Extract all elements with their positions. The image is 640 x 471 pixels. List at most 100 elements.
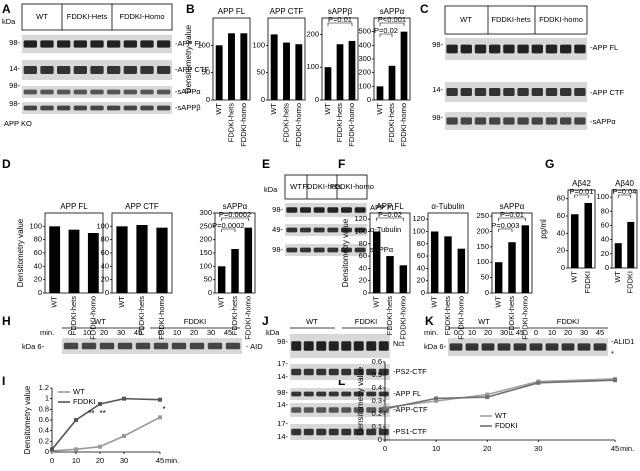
x-tick-label: WT [117,296,126,308]
label: 20 [564,328,572,337]
y-tick-label: 250 [199,221,212,230]
x-tick-label: WT [375,103,384,115]
blot-band [446,117,458,125]
annotation: P=0.02 [378,210,402,219]
label: α-Tubulin [370,225,401,234]
y-tick-label: 80 [601,206,609,215]
y-axis-label: Densitometry value [184,24,193,93]
blot-band [40,66,54,74]
blot-band [460,44,472,54]
point [536,380,541,385]
blot-band [353,391,364,397]
blot-band [57,66,71,74]
blot-band [40,105,54,111]
blot-band [328,341,339,351]
blot-band [341,428,352,436]
chart-title: APP CTF [125,202,159,211]
y-tick-label: 20 [101,275,109,284]
bar [430,231,439,293]
blot-image [445,112,587,130]
blot-band [354,227,366,233]
x-tick-label: FDDKI-homo [157,296,166,340]
blot-band [474,117,487,125]
y-tick-label: 120 [412,214,425,223]
blot-band [140,40,154,48]
label: 10 [173,328,181,337]
blot-band [316,407,327,413]
blot-band [531,44,543,54]
blot-band [449,343,463,351]
series-line [51,397,161,450]
point [383,406,387,411]
blot-band [574,44,586,54]
chart-title: sAPPβ [328,7,353,16]
blot-band [189,342,205,350]
blot-band [545,44,558,54]
panel-letter: K [425,314,434,328]
blot-band [545,88,558,96]
blot-band [489,88,501,96]
bar [244,227,253,293]
point [434,399,439,403]
label: 20 [190,328,198,337]
y-tick-label: 0 [38,288,42,297]
y-tick-label: 0 [378,435,382,444]
y-tick-label: 80 [417,239,425,248]
label: min. [424,328,438,337]
legend-label: FDDKI [495,421,518,430]
label: 45 [516,328,524,337]
y-tick-label: 100 [358,81,371,90]
bar [116,226,128,293]
significance-bracket [498,228,513,232]
x-tick-label: FDDKI-hets [507,296,516,335]
blot-band [157,66,171,74]
blot-band [328,368,339,376]
label: 17- [277,419,288,428]
x-tick-label: 10 [72,456,80,465]
panel-letter: J [262,314,269,328]
y-tick-label: 40 [417,263,425,272]
label: -APP FL [590,43,618,52]
x-tick-label: WT [613,271,622,283]
blot-band [81,342,97,350]
significance-bracket [221,217,249,221]
blot-band [341,368,352,376]
blot-band [341,247,352,253]
blot-band [300,247,311,253]
y-tick-label: 80 [101,235,109,244]
blot-band [90,105,104,111]
blot-band [328,428,339,436]
blot-band [366,407,377,413]
label: 20 [484,328,492,337]
label: 98- [277,388,288,397]
blot-band [123,105,137,111]
x-tick-label: FDDKI-hets [137,296,146,335]
y-tick-label: 20 [417,276,425,285]
y-tick-label: 200 [358,68,371,77]
label: -APP CTF [175,65,209,74]
blot-band [316,391,327,397]
label: WT [478,317,490,326]
label: -APP FL [175,39,203,48]
chart-title: sAPPα [500,202,525,211]
x-tick-label: FDDKI-hets [226,103,235,142]
bar [399,265,408,293]
annotation: P=0.01 [570,187,594,196]
label: kDa [2,17,16,26]
x-tick-label: WT [217,296,226,308]
x-tick-label: FDDKI-homo [294,103,303,147]
legend-label: FDDKI [73,397,96,406]
label: WT [306,317,318,326]
significance-bracket [379,33,393,37]
blot-band [366,341,377,351]
blot-band [481,343,495,351]
label: 98- [272,205,283,214]
x-tick-label: WT [372,296,381,308]
bar [627,221,635,268]
y-tick-label: 40 [601,235,609,244]
x-tick-label: FDDKI-hets [443,296,452,335]
blot-band [303,428,314,436]
blot-band [157,105,171,111]
bar [372,231,381,293]
x-tick-label: FDDKI-hets [385,296,394,335]
